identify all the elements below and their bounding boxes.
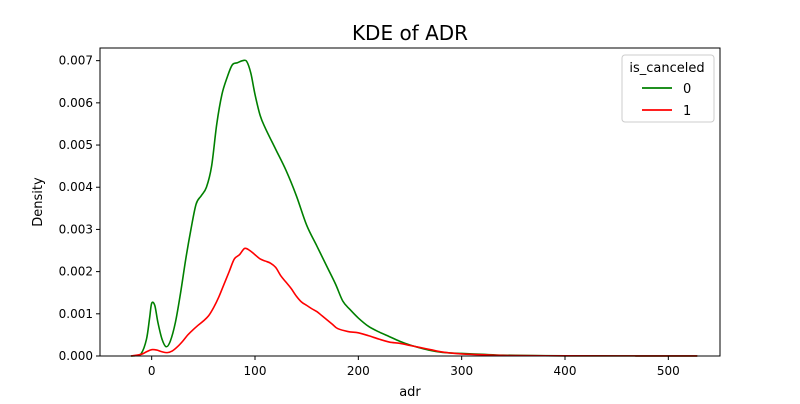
plot-frame [99, 47, 721, 357]
y-tick-label: 0.000 [59, 349, 93, 363]
legend: is_canceled 0 1 [621, 54, 715, 123]
x-tick-label: 200 [347, 364, 370, 378]
x-tick-label: 100 [244, 364, 267, 378]
y-tick-label: 0.003 [59, 222, 93, 236]
kde-curve-series-1 [130, 247, 698, 357]
kde-curve-series-0 [130, 59, 698, 357]
y-tick-label: 0.007 [59, 54, 93, 68]
x-axis-ticks: 0 100 200 300 400 500 [148, 356, 680, 378]
y-tick-label: 0.001 [59, 307, 93, 321]
x-axis-label: adr [399, 385, 421, 400]
y-tick-label: 0.002 [59, 265, 93, 279]
legend-label-1: 1 [683, 104, 691, 119]
plot-area [130, 59, 698, 357]
y-tick-label: 0.005 [59, 138, 93, 152]
y-axis-ticks: 0.000 0.001 0.002 0.003 0.004 0.005 0.006 0.007 [59, 54, 100, 363]
chart-title: KDE of ADR [352, 21, 468, 45]
y-tick-label: 0.006 [59, 96, 93, 110]
y-axis-label: Density [31, 177, 46, 227]
legend-label-0: 0 [683, 82, 691, 97]
y-tick-label: 0.004 [59, 180, 93, 194]
x-tick-label: 300 [450, 364, 473, 378]
x-tick-label: 400 [554, 364, 577, 378]
x-tick-label: 500 [657, 364, 680, 378]
x-tick-label: 0 [148, 364, 156, 378]
legend-title: is_canceled [629, 61, 704, 76]
